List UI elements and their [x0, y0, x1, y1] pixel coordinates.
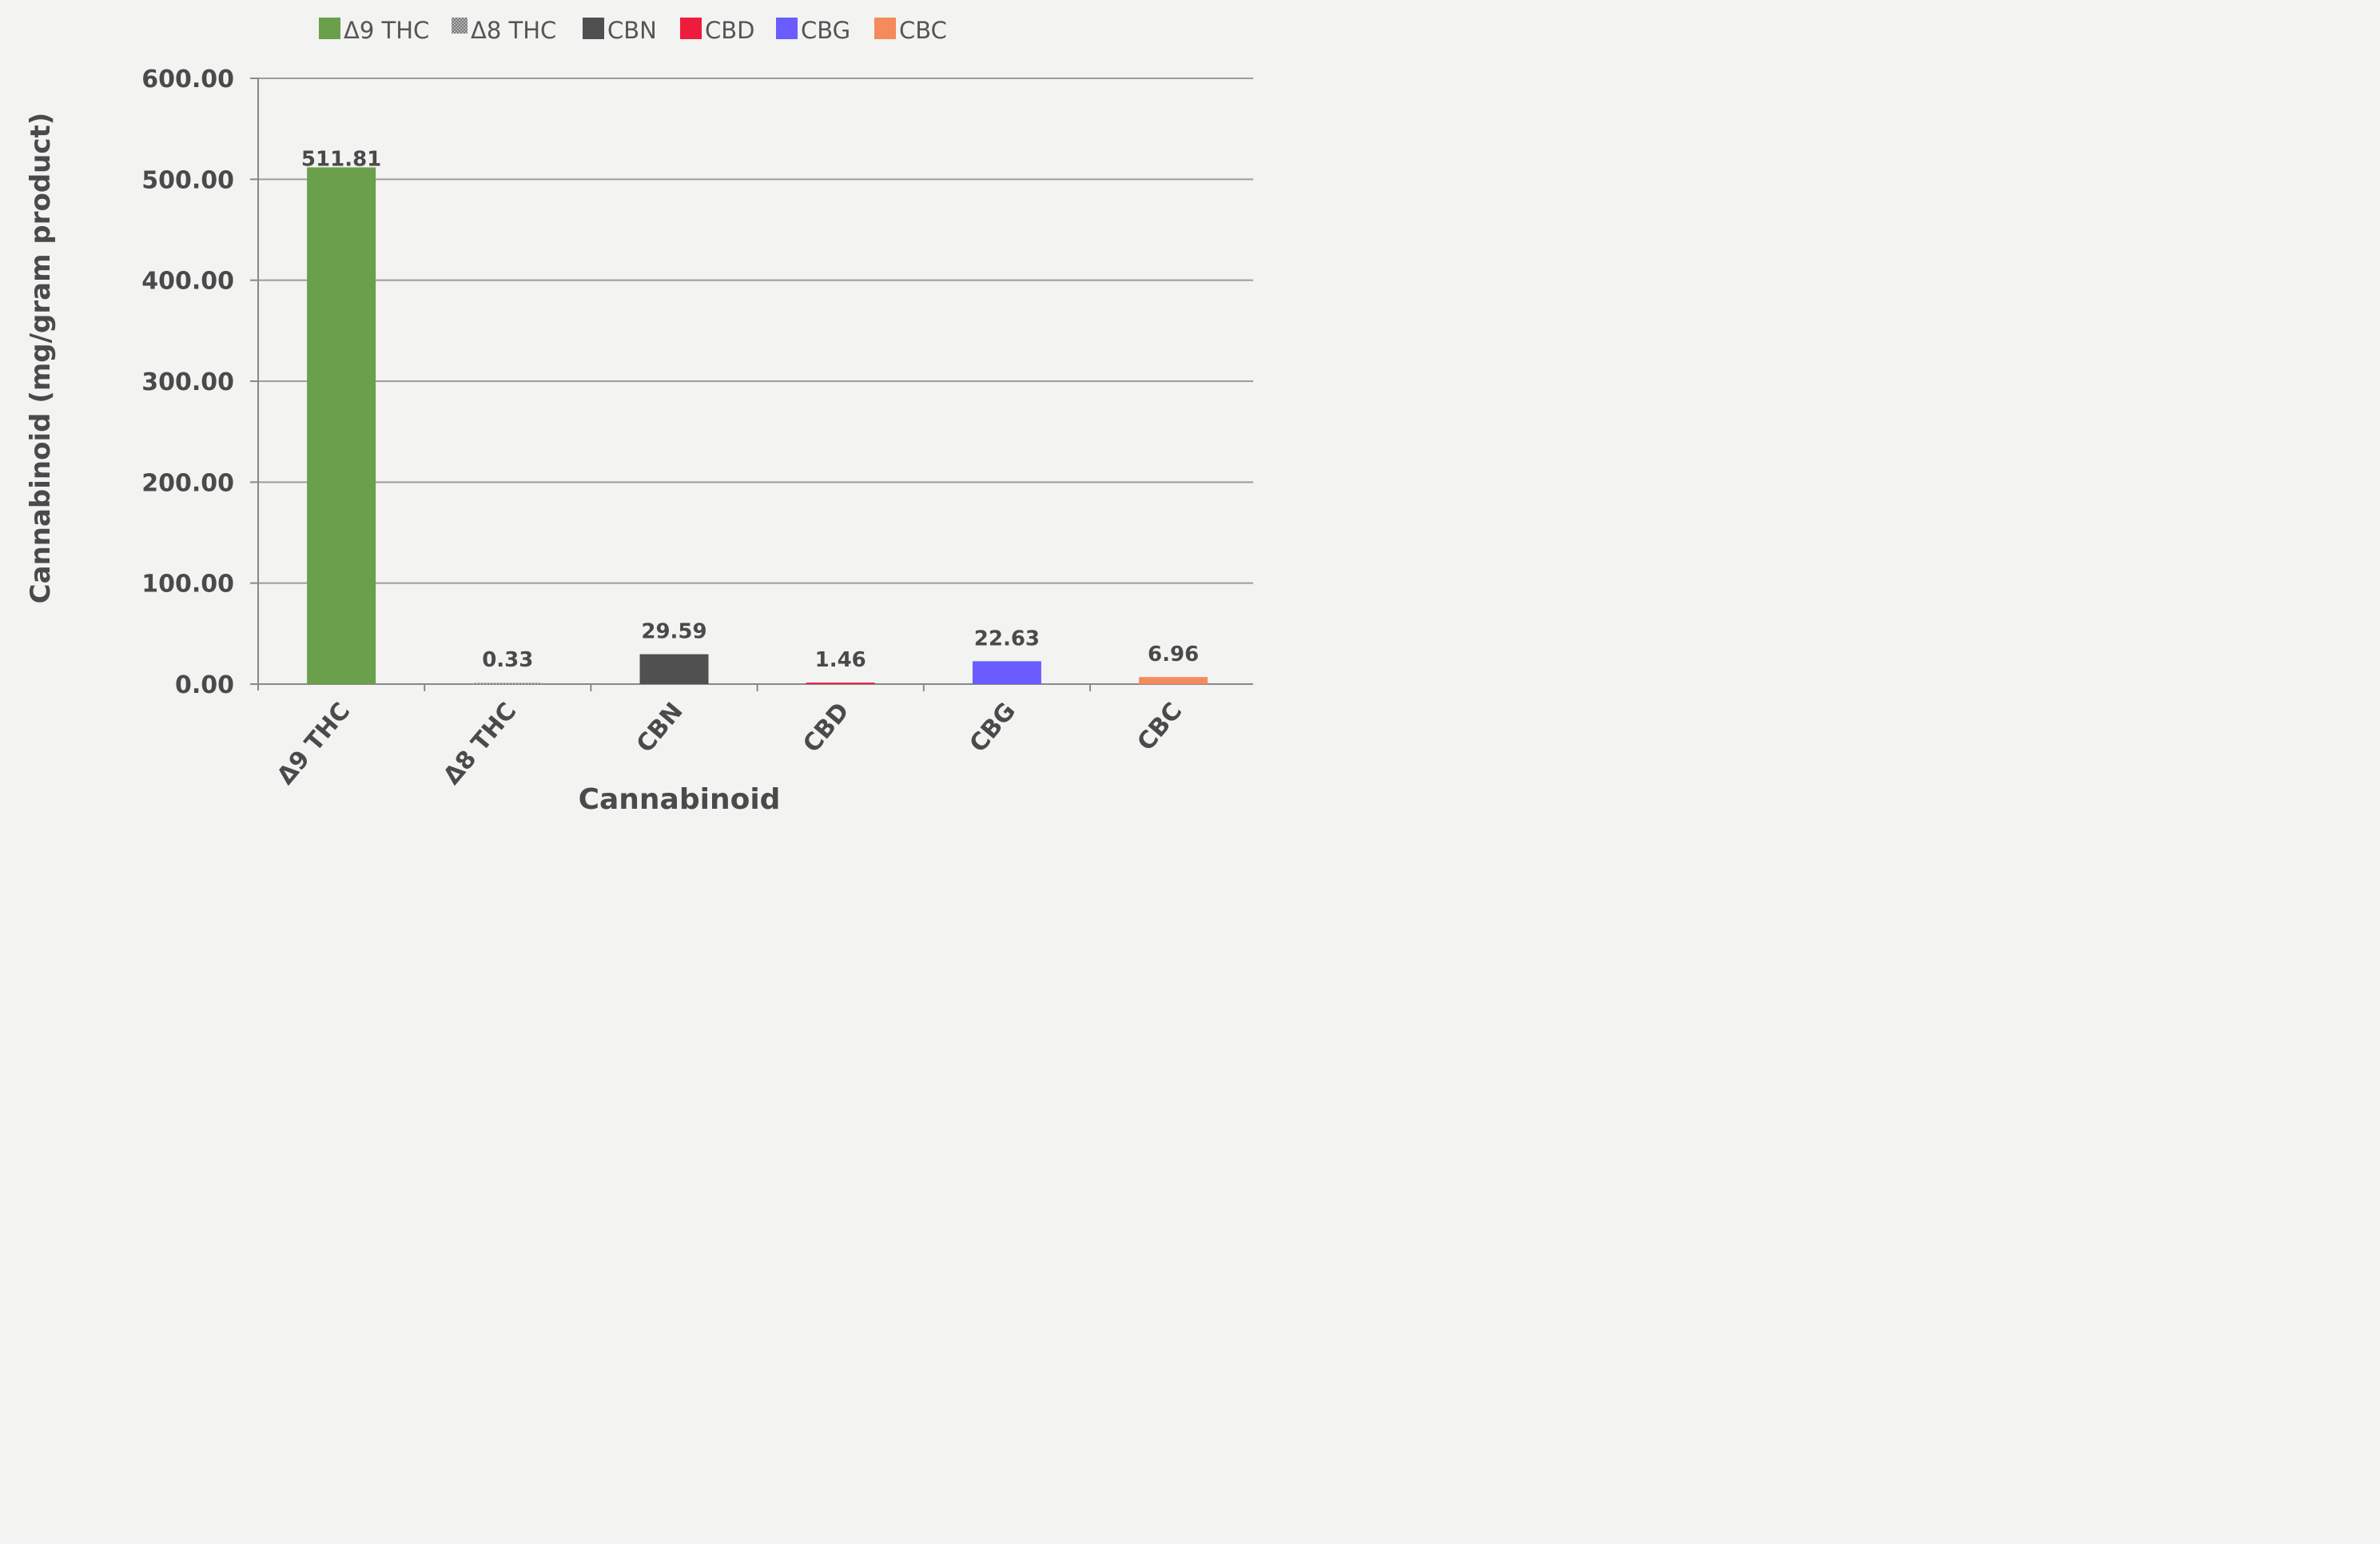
x-tick-label-cbn: CBN: [631, 698, 689, 758]
gridlines: [258, 78, 1253, 584]
chart-canvas: Δ9 THC Δ8 THC CBN CBD CBG CBC 0.00 100.00 200.0…: [25, 17, 1253, 814]
legend-swatch-cbn: [583, 18, 604, 39]
legend-swatch-cbd: [680, 18, 702, 39]
bars: [307, 167, 1208, 685]
bar-delta8-thc: [473, 682, 543, 684]
bar-cbd: [806, 682, 875, 684]
x-tick-label-delta8-thc: Δ8 THC: [438, 698, 522, 790]
legend-swatch-cbg: [776, 18, 798, 39]
legend-label-delta8-thc: Δ8 THC: [471, 17, 556, 44]
x-tick-label-delta9-thc: Δ9 THC: [272, 698, 356, 790]
y-tick-label: 600.00: [141, 66, 234, 94]
y-axis-ticks: 0.00 100.00 200.00 300.00 400.00 500.00 600.00: [141, 66, 258, 699]
legend-label-cbd: CBD: [705, 17, 754, 44]
legend-swatch-cbc: [874, 18, 896, 39]
legend-label-cbg: CBG: [801, 17, 850, 44]
bar-cbg: [972, 661, 1041, 684]
legend-label-cbc: CBC: [899, 17, 947, 44]
legend-swatch-delta8-thc: [452, 18, 468, 34]
x-tick-label-cbc: CBC: [1132, 698, 1188, 757]
x-axis-ticks: Δ9 THC Δ8 THC CBN CBD CBG CBC: [272, 684, 1188, 790]
data-label-cbd: 1.46: [815, 648, 866, 672]
y-tick-label: 100.00: [141, 571, 234, 599]
y-axis-title: Cannabinoid (mg/gram product): [25, 113, 57, 604]
legend-label-delta9-thc: Δ9 THC: [344, 17, 429, 44]
data-label-cbg: 22.63: [974, 627, 1040, 651]
cannabinoid-bar-chart: Δ9 THC Δ8 THC CBN CBD CBG CBC 0.00 100.00 200.0…: [0, 0, 1253, 814]
legend-swatch-delta9-thc: [319, 18, 340, 39]
y-tick-label: 500.00: [141, 166, 234, 194]
y-tick-label: 300.00: [141, 368, 234, 396]
legend: Δ9 THC Δ8 THC CBN CBD CBG CBC: [319, 17, 947, 44]
data-labels: 511.81 0.33 29.59 1.46 22.63 6.96: [301, 147, 1199, 672]
data-label-cbn: 29.59: [641, 620, 706, 644]
y-tick-label: 200.00: [141, 469, 234, 497]
bar-cbn: [639, 654, 709, 684]
data-label-delta9-thc: 511.81: [301, 147, 381, 171]
x-axis-title: Cannabinoid: [579, 783, 781, 814]
data-label-delta8-thc: 0.33: [482, 648, 533, 672]
legend-label-cbn: CBN: [607, 17, 657, 44]
x-tick-label-cbd: CBD: [798, 698, 855, 758]
bar-cbc: [1139, 677, 1208, 684]
data-label-cbc: 6.96: [1148, 643, 1199, 667]
x-tick-label-cbg: CBG: [965, 698, 1021, 758]
y-tick-label: 400.00: [141, 268, 234, 296]
axes: [257, 78, 1253, 690]
y-tick-label: 0.00: [175, 671, 234, 699]
bar-delta9-thc: [307, 167, 376, 685]
